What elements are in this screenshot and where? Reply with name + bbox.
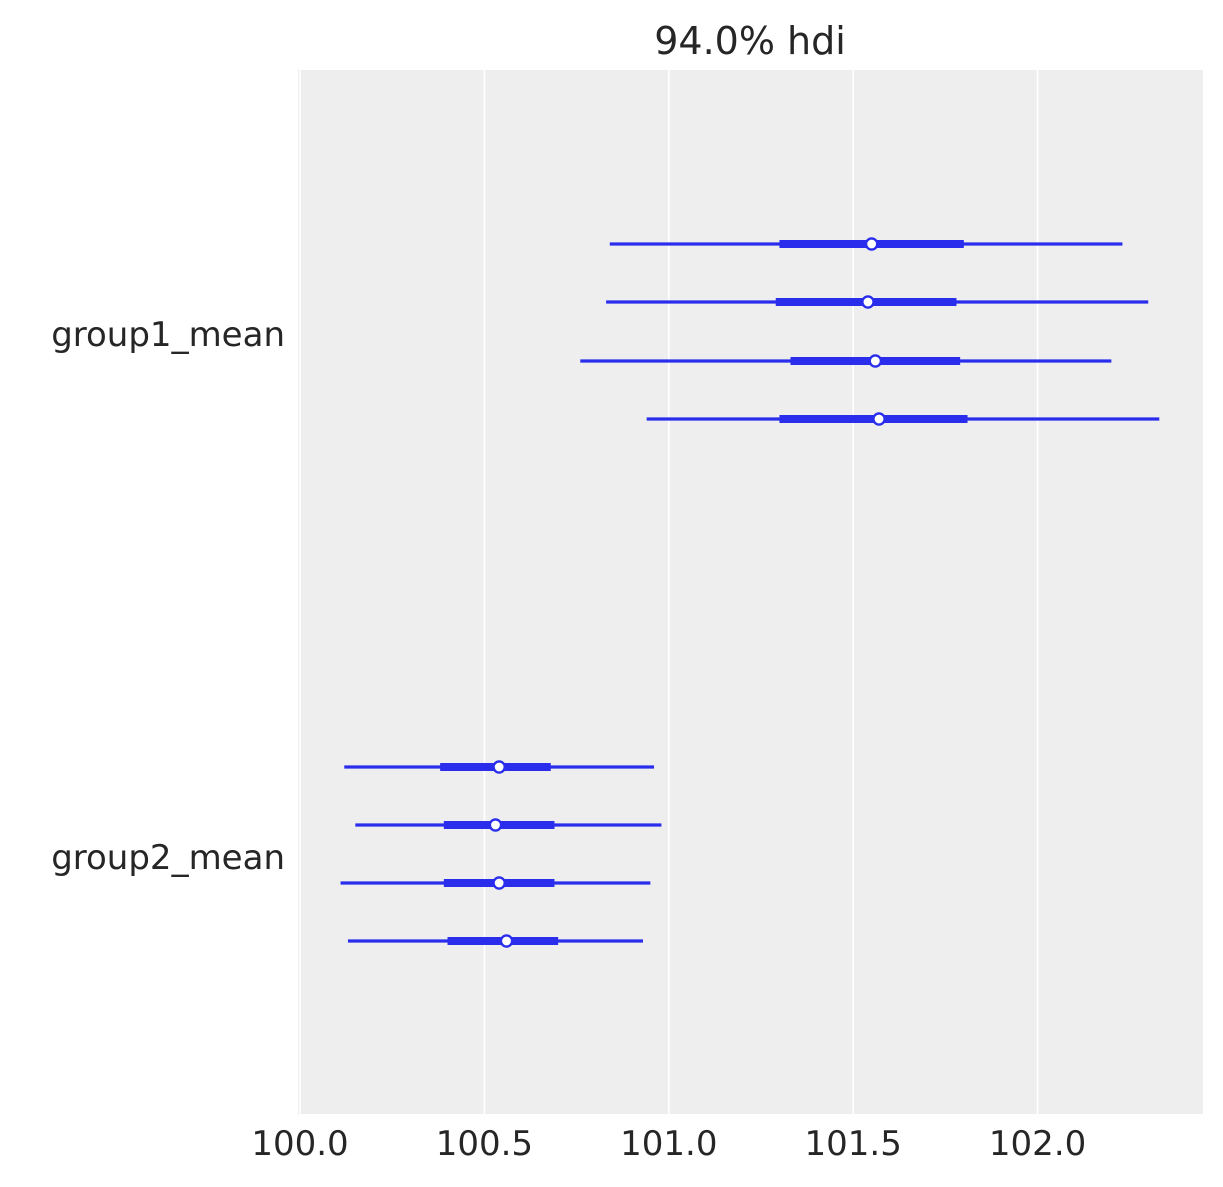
x-tick-label: 101.5	[805, 1124, 902, 1164]
mean-point	[499, 934, 514, 948]
mean-point	[492, 760, 506, 774]
x-tick-label: 102.0	[989, 1124, 1086, 1164]
marks-layer	[340, 237, 1160, 948]
mean-point	[864, 237, 879, 251]
x-tick-label: 100.5	[436, 1124, 533, 1164]
mean-point	[492, 876, 506, 890]
y-category-label: group2_mean	[51, 838, 285, 878]
y-category-label: group1_mean	[51, 315, 285, 355]
x-tick-label: 101.0	[620, 1124, 717, 1164]
mean-point	[868, 354, 883, 368]
mean-point	[872, 412, 886, 426]
mean-point	[861, 295, 875, 309]
chart-title: 94.0% hdi	[654, 19, 846, 63]
x-tick-label: 100.0	[251, 1124, 348, 1164]
plot-panel	[298, 70, 1203, 1114]
mean-point	[488, 818, 503, 832]
axis-layer: 100.0 100.5 101.0 101.5 102.0 group1_meangrou…	[51, 315, 1086, 1164]
